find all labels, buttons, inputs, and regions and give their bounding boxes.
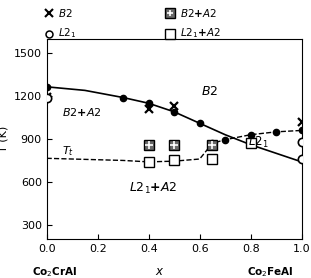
Text: $L2_1$: $L2_1$ <box>248 135 269 150</box>
Text: Co$_2$CrAl: Co$_2$CrAl <box>32 265 77 278</box>
Text: $B2$+$A2$: $B2$+$A2$ <box>62 106 102 118</box>
Text: $T_t$: $T_t$ <box>62 144 74 158</box>
Text: $L2_1$+$A2$: $L2_1$+$A2$ <box>180 27 220 41</box>
Text: $L2_1$+$A2$: $L2_1$+$A2$ <box>129 181 178 196</box>
Text: Co$_2$FeAl: Co$_2$FeAl <box>247 265 294 278</box>
Y-axis label: T (K): T (K) <box>0 126 8 152</box>
Text: $B2$: $B2$ <box>58 7 73 19</box>
Text: $B2$: $B2$ <box>201 85 218 98</box>
Text: $B2$+$A2$: $B2$+$A2$ <box>180 7 217 19</box>
Text: $x$: $x$ <box>156 265 165 278</box>
Text: $L2_1$: $L2_1$ <box>58 27 77 41</box>
